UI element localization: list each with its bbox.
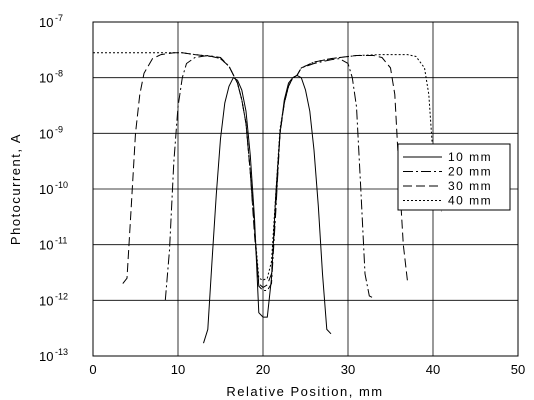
- x-axis-title: Relative Position, mm: [226, 384, 383, 399]
- y-tick-base: 10: [39, 238, 53, 253]
- y-tick-exponent: -11: [55, 236, 67, 246]
- plot-frame: [92, 21, 519, 357]
- y-tick-base: 10: [39, 293, 53, 308]
- x-tick-label: 10: [171, 362, 185, 377]
- series-layer: [93, 52, 442, 344]
- y-tick-label: 10 -10: [39, 180, 68, 197]
- y-tick-base: 10: [39, 71, 53, 86]
- x-tick-label: 30: [341, 362, 355, 377]
- y-tick-exponent: -13: [55, 347, 68, 357]
- legend-label-1: 20 mm: [448, 165, 492, 179]
- y-tick-exponent: -8: [55, 69, 63, 79]
- y-tick-label: 10 -13: [39, 347, 68, 364]
- y-tick-label: 10 -12: [39, 291, 68, 308]
- y-tick-base: 10: [39, 182, 53, 197]
- legend-label-2: 30 mm: [448, 179, 492, 193]
- y-axis-title: Photocurrent, A: [8, 133, 23, 245]
- series-line-3: [93, 52, 442, 281]
- legend-label-3: 40 mm: [448, 194, 492, 208]
- y-tick-base: 10: [39, 126, 53, 141]
- series-line-0: [203, 74, 332, 344]
- series-line-1: [164, 54, 374, 301]
- y-tick-exponent: -7: [55, 13, 63, 23]
- y-tick-exponent: -12: [55, 291, 68, 301]
- y-tick-label: 10 -7: [39, 13, 63, 30]
- x-tick-label: 50: [511, 362, 525, 377]
- tick-labels: 0 10 20 30 40 5010-710-810-910-1010-1110-1210…: [39, 13, 525, 377]
- y-tick-base: 10: [39, 15, 53, 30]
- x-tick-label: 20: [256, 362, 270, 377]
- x-tick-label: 40: [426, 362, 440, 377]
- y-tick-label: 10 -11: [39, 236, 67, 253]
- y-tick-exponent: -9: [55, 124, 63, 134]
- legend-box: [397, 143, 511, 211]
- y-tick-exponent: -10: [55, 180, 68, 190]
- y-tick-base: 10: [39, 349, 53, 364]
- series-line-2: [122, 52, 408, 289]
- legend-label-0: 10 mm: [448, 150, 492, 164]
- x-tick-label: 0: [89, 362, 96, 377]
- y-tick-label: 10 -8: [39, 69, 63, 86]
- y-tick-label: 10 -9: [39, 124, 63, 141]
